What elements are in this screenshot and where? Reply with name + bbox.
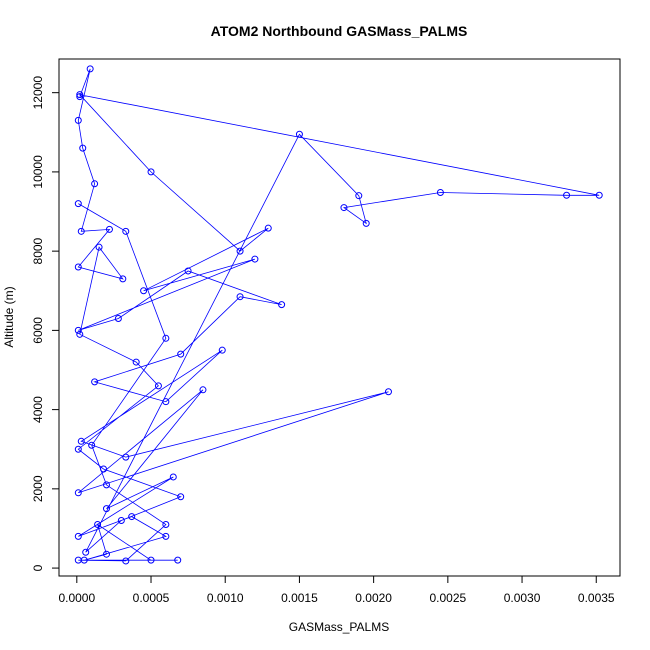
data-point [74,200,82,208]
data-point [91,180,99,188]
data-point [74,445,82,453]
y-tick-label: 2000 [31,475,45,502]
data-point [132,358,140,366]
x-tick-label: 0.0030 [504,591,541,605]
data-point [102,505,110,513]
data-point [162,532,170,540]
data-point [169,473,177,481]
data-point [199,386,207,394]
x-axis-label: GASMass_PALMS [289,620,389,634]
x-tick-label: 0.0035 [578,591,615,605]
x-tick-label: 0.0025 [429,591,466,605]
data-point [91,378,99,386]
data-point [362,219,370,227]
data-point [76,93,84,101]
data-point [278,301,286,309]
data-point [86,65,94,73]
x-tick-label: 0.0010 [207,591,244,605]
data-point [74,556,82,564]
data-point [355,192,363,200]
data-point [436,189,444,197]
data-point [128,513,136,521]
data-point [76,91,84,99]
data-point [147,556,155,564]
data-point [122,453,130,461]
data-point [105,225,113,233]
data-point [79,144,87,152]
x-tick-label: 0.0000 [58,591,95,605]
data-point [76,330,84,338]
plot-frame [58,58,621,577]
data-point [77,227,85,235]
x-tick-label: 0.0020 [355,591,392,605]
data-point [184,267,192,275]
x-tick-label: 0.0015 [281,591,318,605]
data-point [384,388,392,396]
y-tick-label: 12000 [31,76,45,110]
data-point [177,350,185,358]
y-axis-label: Altitude (m) [2,286,16,347]
data-point [340,204,348,212]
data-point [295,130,303,138]
data-point [82,548,90,556]
data-point [174,556,182,564]
data-point [77,437,85,445]
y-tick-label: 4000 [31,396,45,423]
series-polyline [77,68,600,562]
data-point [74,116,82,124]
x-tick-label: 0.0005 [133,591,170,605]
data-point [218,346,226,354]
data-point [88,441,96,449]
data-point [140,287,148,295]
data-point [236,247,244,255]
data-point [74,263,82,271]
data-point [74,532,82,540]
data-point [114,314,122,322]
data-point [94,520,102,528]
data-point [154,382,162,390]
y-tick-label: 6000 [31,317,45,344]
series-points [74,65,603,565]
data-point [236,293,244,301]
data-point [264,224,272,232]
y-tick-label: 8000 [31,237,45,264]
data-point [102,550,110,558]
y-tick-label: 0 [31,564,45,571]
data-point [147,168,155,176]
data-point [595,191,603,199]
y-tick-label: 10000 [31,155,45,189]
x-axis: 0.0000 0.0005 0.0010 0.0015 0.0020 0.0025 0.00… [58,575,615,605]
data-point [162,398,170,406]
chart-title: ATOM2 Northbound GASMass_PALMS [211,23,468,39]
data-point [162,520,170,528]
y-axis: 0 2000 4000 6000 8000 10000 12000 [31,76,60,571]
data-point [177,493,185,501]
data-point [74,326,82,334]
data-point [119,275,127,283]
data-point [74,489,82,497]
data-point [563,191,571,199]
data-point [251,255,259,263]
series-line [77,68,600,562]
data-point [100,465,108,473]
data-point [122,227,130,235]
data-point [122,557,130,565]
data-point [95,243,103,251]
data-point [102,481,110,489]
data-point [117,517,125,525]
data-point [162,334,170,342]
